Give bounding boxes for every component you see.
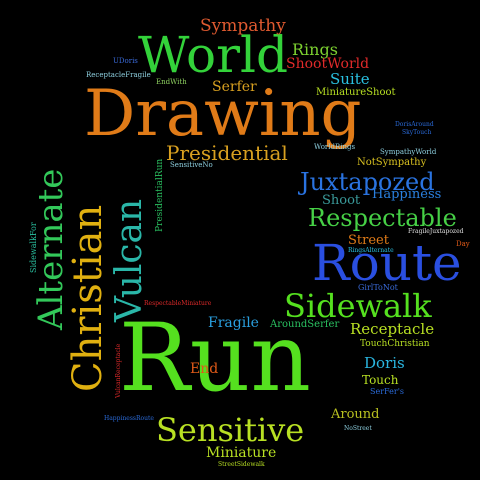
word-rings: Rings bbox=[292, 40, 338, 59]
word-girltonot: GirlToNot bbox=[358, 283, 398, 292]
word-day: Day bbox=[456, 240, 470, 248]
word-presidential: Presidential bbox=[166, 141, 288, 165]
word-respectable: Respectable bbox=[308, 204, 457, 232]
word-sensitive: Sensitive bbox=[156, 411, 305, 449]
word-respectableminiature: RespectableMiniature bbox=[144, 300, 212, 307]
word-route: Route bbox=[312, 234, 462, 292]
word-ringsalternate: RingsAlternate bbox=[348, 247, 394, 254]
word-drawing: Drawing bbox=[84, 77, 362, 151]
word-udoris: UDoris bbox=[113, 57, 138, 65]
word-street: Street bbox=[348, 233, 389, 248]
word-around: Around bbox=[331, 407, 380, 422]
word-miniature: Miniature bbox=[206, 445, 277, 461]
word-world: World bbox=[138, 26, 288, 84]
word-shoot: Shoot bbox=[322, 193, 361, 208]
word-nostreet: NoStreet bbox=[344, 425, 372, 432]
word-doris: Doris bbox=[364, 354, 405, 372]
word-endwith: EndWith bbox=[156, 78, 187, 86]
word-fragilejuxtapozed: FragileJuxtapozed bbox=[408, 228, 464, 235]
word-alternate: Alternate bbox=[31, 168, 71, 330]
word-christian: Christian bbox=[65, 204, 111, 392]
word-serfers: SerFer's bbox=[370, 387, 405, 396]
word-touch: Touch bbox=[362, 373, 399, 387]
word-vulcan: Vulcan bbox=[109, 198, 150, 322]
word-sympathyworld: SympathyWorld bbox=[380, 148, 437, 156]
word-happinessroute: HappinessRoute bbox=[104, 415, 154, 422]
word-receptaclefragile: ReceptacleFragile bbox=[86, 71, 151, 79]
word-worldrings: WorldRings bbox=[314, 143, 356, 151]
word-receptacle: Receptacle bbox=[350, 320, 435, 338]
word-end: End bbox=[190, 361, 219, 377]
word-streetsidewalk: StreetSidewalk bbox=[218, 461, 265, 468]
word-suite: Suite bbox=[330, 70, 370, 88]
word-skytouch: SkyTouch bbox=[402, 129, 432, 136]
word-vulcanreceptacle: VulcanReceptacle bbox=[115, 343, 122, 398]
word-notsympathy: NotSympathy bbox=[357, 157, 427, 168]
word-presidentialrun: PresidentialRun bbox=[155, 158, 165, 232]
word-shootworld: ShootWorld bbox=[286, 56, 370, 72]
word-juxtapozed: Juxtapozed bbox=[300, 168, 435, 196]
word-sidewalkfor: SidewalkFor bbox=[29, 222, 38, 273]
word-fragile: Fragile bbox=[208, 315, 259, 331]
word-sidewalk: Sidewalk bbox=[284, 287, 432, 325]
word-sensitiveno: SensitiveNo bbox=[170, 161, 213, 169]
word-miniatureshoot: MiniatureShoot bbox=[316, 87, 396, 98]
word-dorisaround: DorisAround bbox=[395, 121, 434, 128]
word-sympathy: Sympathy bbox=[200, 16, 286, 36]
word-aroundserfer: AroundSerfer bbox=[270, 319, 340, 330]
word-touchchristian: TouchChristian bbox=[360, 339, 430, 349]
word-run: Run bbox=[119, 304, 311, 413]
word-happiness: Happiness bbox=[372, 187, 442, 202]
word-serfer: Serfer bbox=[212, 79, 257, 95]
